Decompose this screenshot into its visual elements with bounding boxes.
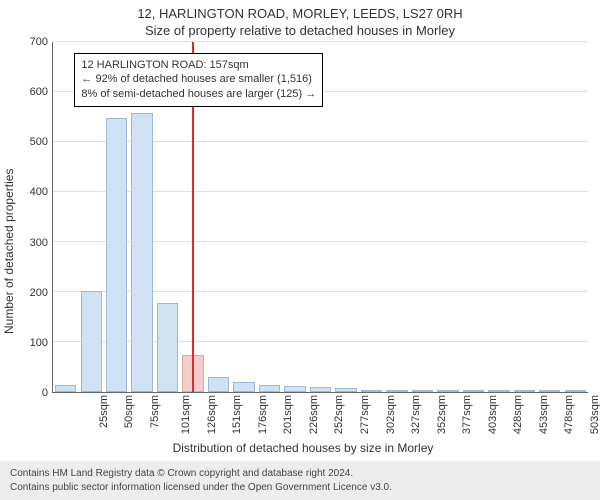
x-tick-label: 50sqm [123,395,135,428]
x-tick-label: 377sqm [461,395,473,434]
histogram-bar [539,390,560,392]
histogram-bar [208,377,229,392]
x-tick-label: 151sqm [232,395,244,434]
y-tick-label: 600 [30,86,48,98]
annotation-line1: 12 HARLINGTON ROAD: 157sqm [81,58,316,73]
x-tick-label: 453sqm [538,395,550,434]
x-tick-label: 352sqm [436,395,448,434]
histogram-bar [310,387,331,392]
chart-outer: 0100200300400500600700 12 HARLINGTON ROA… [18,42,600,461]
chart-row: Number of detached properties 0 100 200 300… [0,42,600,461]
histogram-bar [157,303,178,392]
x-tick-label: 302sqm [385,395,397,434]
y-axis: 0100200300400500600700 [18,42,52,393]
y-tick-label: 100 [30,337,48,349]
histogram-bar [284,386,305,392]
histogram-bar [565,390,586,392]
histogram-bar [259,385,280,393]
histogram-bar [437,390,458,392]
annotation-line2: ← 92% of detached houses are smaller (1,… [81,72,316,87]
x-tick-label: 478sqm [563,395,575,434]
y-tick-label: 200 [30,287,48,299]
plot-area: 12 HARLINGTON ROAD: 157sqm ← 92% of deta… [52,42,588,393]
x-tick-label: 101sqm [180,395,192,434]
x-tick-label: 226sqm [308,395,320,434]
footer-attribution: Contains HM Land Registry data © Crown c… [0,461,600,500]
annotation-box: 12 HARLINGTON ROAD: 157sqm ← 92% of deta… [74,53,323,108]
histogram-bar [412,390,433,392]
x-tick-label: 503sqm [589,395,600,434]
x-tick-label: 277sqm [359,395,371,434]
histogram-bar [514,390,535,392]
histogram-bar [55,385,76,393]
x-tick-label: 327sqm [410,395,422,434]
histogram-bar [335,388,356,392]
x-tick-label: 126sqm [206,395,218,434]
y-tick-label: 500 [30,136,48,148]
x-axis: 25sqm 50sqm 75sqm 101sqm 126sqm 151sqm 176sqm 2… [52,393,588,439]
title-address: 12, HARLINGTON ROAD, MORLEY, LEEDS, LS27… [0,0,600,21]
histogram-bar [233,382,254,392]
x-tick-label: 252sqm [334,395,346,434]
histogram-bar [361,390,382,392]
x-tick-label: 176sqm [257,395,269,434]
annotation-line3: 8% of semi-detached houses are larger (1… [81,87,316,102]
y-tick-label: 700 [30,36,48,48]
x-tick-label: 75sqm [149,395,161,428]
gridline [53,41,588,42]
y-axis-label: Number of detached properties [0,42,18,461]
histogram-bar [131,113,152,392]
y-tick-label: 300 [30,237,48,249]
x-axis-label: Distribution of detached houses by size … [18,439,588,461]
title-subtitle: Size of property relative to detached ho… [0,21,600,42]
x-tick-label: 403sqm [487,395,499,434]
y-tick-label: 0 [42,387,48,399]
histogram-bar [488,390,509,392]
x-tick-label: 201sqm [283,395,295,434]
chart-container: 12, HARLINGTON ROAD, MORLEY, LEEDS, LS27… [0,0,600,500]
histogram-bar [463,390,484,392]
footer-line1: Contains HM Land Registry data © Crown c… [10,467,590,481]
x-tick-label: 428sqm [512,395,524,434]
plot-row: 0100200300400500600700 12 HARLINGTON ROA… [18,42,588,393]
x-tick-label: 25sqm [98,395,110,428]
footer-line2: Contains public sector information licen… [10,481,590,495]
histogram-bar [386,390,407,392]
histogram-bar [106,118,127,392]
y-tick-label: 400 [30,186,48,198]
histogram-bar [81,291,102,392]
